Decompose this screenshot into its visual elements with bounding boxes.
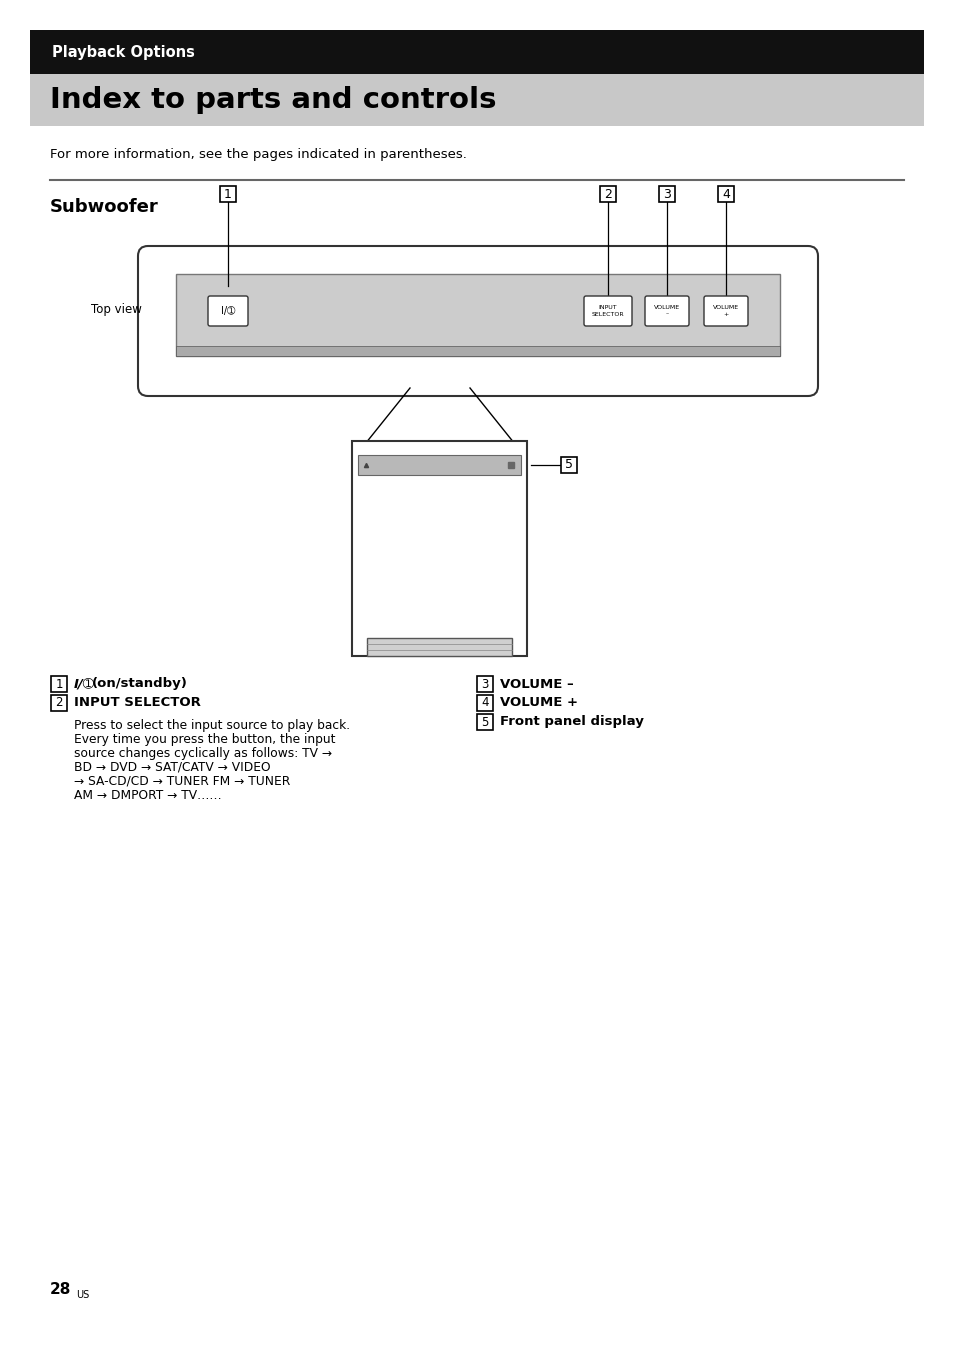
Bar (30, 30, 923, 74)
Text: I/➀: I/➀ (221, 306, 234, 316)
Text: BD → DVD → SAT/CATV → VIDEO: BD → DVD → SAT/CATV → VIDEO (74, 761, 271, 773)
Text: US: US (76, 1290, 90, 1301)
Text: VOLUME +: VOLUME + (499, 696, 578, 710)
Bar (175, 346, 780, 356)
FancyBboxPatch shape (138, 246, 817, 396)
Text: Subwoofer: Subwoofer (50, 197, 158, 216)
Text: For more information, see the pages indicated in parentheses.: For more information, see the pages indi… (50, 147, 466, 161)
Bar (30, 74, 923, 126)
Text: 4: 4 (480, 696, 488, 710)
FancyBboxPatch shape (599, 187, 616, 201)
FancyBboxPatch shape (476, 714, 493, 730)
Text: Top view: Top view (91, 303, 141, 315)
FancyBboxPatch shape (476, 695, 493, 711)
Text: Front panel display: Front panel display (499, 715, 643, 729)
Bar (352, 441, 527, 656)
Text: source changes cyclically as follows: TV →: source changes cyclically as follows: TV… (74, 748, 332, 760)
Text: → SA-CD/CD → TUNER FM → TUNER: → SA-CD/CD → TUNER FM → TUNER (74, 775, 290, 788)
Text: INPUT SELECTOR: INPUT SELECTOR (74, 696, 201, 710)
Text: VOLUME –: VOLUME – (499, 677, 573, 691)
Text: VOLUME
+: VOLUME + (712, 306, 739, 316)
Text: 1: 1 (55, 677, 63, 691)
Bar (175, 274, 780, 356)
FancyBboxPatch shape (659, 187, 675, 201)
Text: Index to parts and controls: Index to parts and controls (50, 87, 496, 114)
Text: 28: 28 (50, 1282, 71, 1297)
FancyBboxPatch shape (476, 676, 493, 692)
Text: Playback Options: Playback Options (52, 45, 194, 59)
Text: 5: 5 (481, 715, 488, 729)
Text: 5: 5 (565, 458, 573, 472)
Text: I/➀: I/➀ (74, 677, 94, 691)
FancyBboxPatch shape (644, 296, 688, 326)
Text: Every time you press the button, the input: Every time you press the button, the inp… (74, 733, 335, 746)
Text: 2: 2 (603, 188, 611, 200)
Text: VOLUME
–: VOLUME – (653, 306, 679, 316)
Text: 4: 4 (721, 188, 729, 200)
Text: AM → DMPORT → TV……: AM → DMPORT → TV…… (74, 790, 221, 802)
FancyBboxPatch shape (718, 187, 733, 201)
Text: Press to select the input source to play back.: Press to select the input source to play… (74, 719, 350, 731)
Text: INPUT
SELECTOR: INPUT SELECTOR (591, 306, 623, 316)
Bar (358, 456, 521, 475)
Text: 1: 1 (224, 188, 232, 200)
FancyBboxPatch shape (208, 296, 248, 326)
FancyBboxPatch shape (51, 676, 67, 692)
FancyBboxPatch shape (51, 695, 67, 711)
Text: 3: 3 (481, 677, 488, 691)
FancyBboxPatch shape (220, 187, 235, 201)
FancyBboxPatch shape (583, 296, 631, 326)
FancyBboxPatch shape (703, 296, 747, 326)
Text: 2: 2 (55, 696, 63, 710)
Bar (367, 638, 512, 656)
Text: (on/standby): (on/standby) (91, 677, 188, 691)
Text: 3: 3 (662, 188, 670, 200)
FancyBboxPatch shape (561, 457, 577, 473)
